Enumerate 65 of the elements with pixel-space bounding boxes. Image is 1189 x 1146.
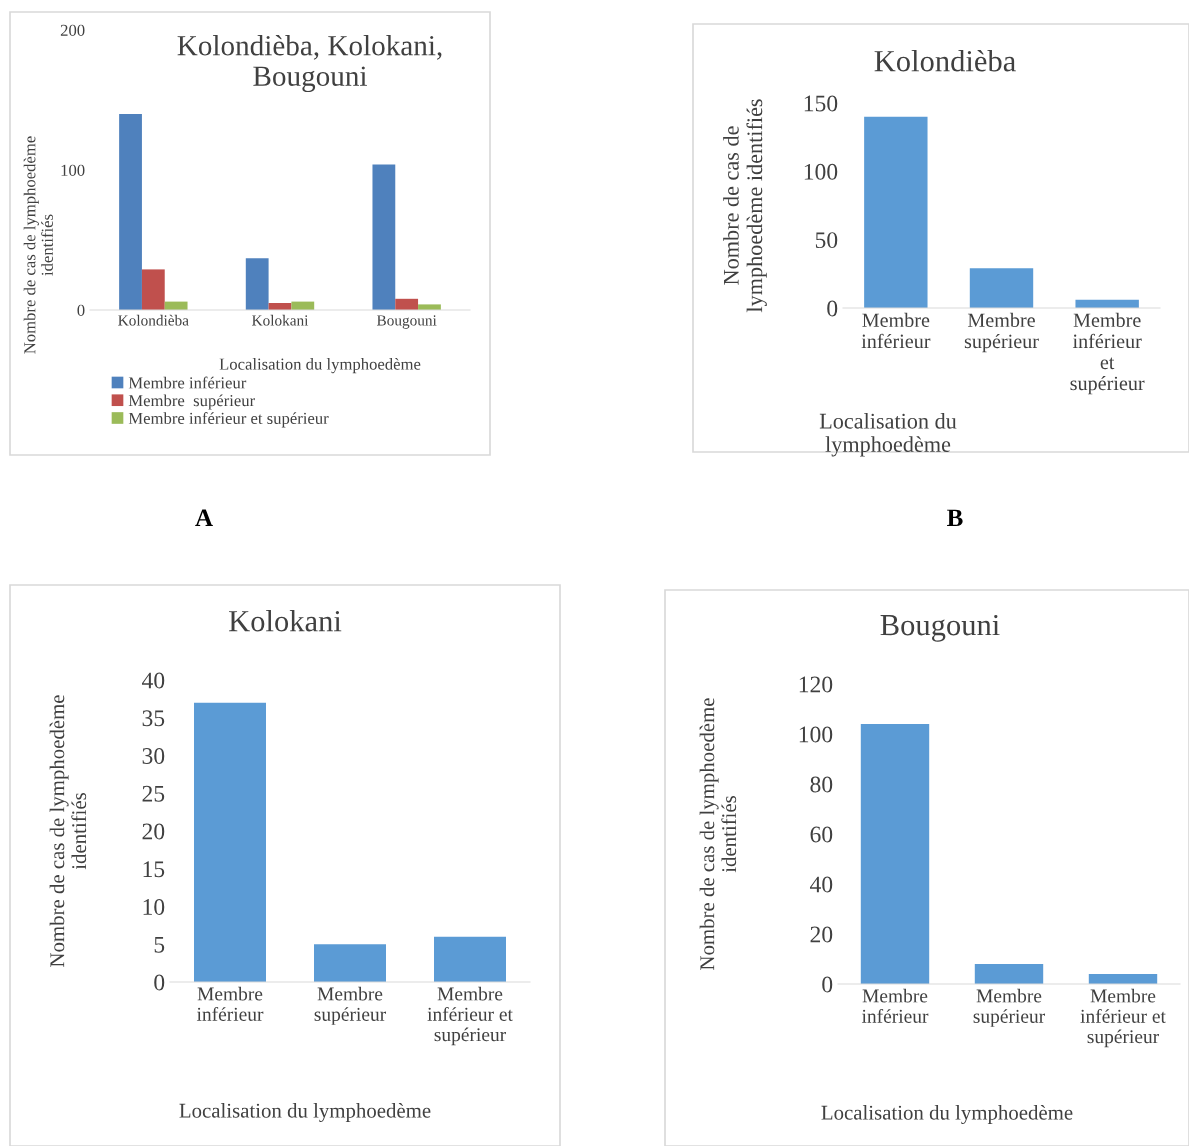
bar <box>194 702 266 982</box>
x-tick-label: Membre inférieur <box>196 986 264 1021</box>
y-tick-label: 200 <box>60 24 85 36</box>
y-tick-label: 50 <box>815 232 838 249</box>
bar <box>314 944 386 982</box>
y-tick-label: 10 <box>143 898 165 915</box>
x-axis-title: Localisation du lymphoedème <box>821 1105 1073 1124</box>
y-tick-label: 5 <box>154 936 165 953</box>
text: Kolondièba, Kolokani, Bougouni <box>177 34 442 93</box>
y-axis-title: Nombre de cas de lymphoedème identifiés <box>699 698 737 970</box>
y-tick-label: 100 <box>799 726 833 743</box>
bar <box>395 298 419 310</box>
y-tick-label: 120 <box>799 676 833 693</box>
y-tick-label: 40 <box>141 672 165 689</box>
y-tick-label: 40 <box>809 876 833 893</box>
x-tick-label: Membre supérieur <box>973 988 1045 1027</box>
y-tick-label: 15 <box>143 861 165 878</box>
y-tick-label: 20 <box>142 823 165 840</box>
chart-title: Bougouni <box>880 614 1000 642</box>
y-tick-label: 100 <box>804 163 838 180</box>
y-axis-title: Nombre de cas de lymphoedème identifiés <box>23 136 53 354</box>
y-tick-label: 0 <box>827 300 838 317</box>
x-tick-label: Kolokani <box>252 314 309 326</box>
y-axis-title: Nombre de cas de lymphoedème identifiés <box>49 695 87 967</box>
x-tick-label: Bougouni <box>376 315 437 329</box>
bar <box>969 268 1034 308</box>
x-tick-label: Membre inférieur et supérieur <box>1070 312 1145 395</box>
y-tick-label: 0 <box>77 304 85 316</box>
y-tick-label: 25 <box>142 785 165 802</box>
x-tick-label: Membre supérieur <box>964 312 1039 353</box>
y-axis-title: Nombre de cas de lymphoedème identifiés <box>723 99 767 313</box>
bar <box>974 964 1044 984</box>
bar <box>372 164 396 310</box>
y-tick-label: 0 <box>154 974 165 991</box>
bar <box>864 116 928 308</box>
legend-label: Membre inférieur et supérieur <box>128 412 329 428</box>
bar <box>119 114 142 310</box>
y-tick-label: 30 <box>142 747 165 764</box>
x-tick-label: Membre supérieur <box>314 986 386 1025</box>
y-tick-label: 35 <box>142 710 165 727</box>
chart-title: Kolondièba <box>874 49 1016 72</box>
bar <box>418 304 441 310</box>
y-tick-label: 80 <box>810 776 833 793</box>
chart-title: Kolokani <box>229 610 342 632</box>
x-tick-label: Membre inférieur et supérieur <box>1080 988 1166 1048</box>
bar <box>434 936 506 982</box>
y-tick-label: 100 <box>61 164 85 176</box>
text: A <box>195 509 213 527</box>
x-axis-title: Localisation du lymphoedème <box>179 1103 431 1122</box>
legend-label: Membre supérieur <box>128 394 255 410</box>
text: B <box>947 509 963 527</box>
y-tick-label: 0 <box>822 976 833 993</box>
y-tick-label: 150 <box>804 95 838 112</box>
bar <box>245 258 269 310</box>
x-axis-title: Localisation du lymphoedème <box>819 413 957 457</box>
bar <box>141 269 165 310</box>
x-axis-title: Localisation du lymphoedème <box>219 358 421 374</box>
x-tick-label: Membre inférieur et supérieur <box>427 986 513 1046</box>
x-tick-label: Membre inférieur <box>861 312 931 349</box>
x-tick-label: Kolondièba <box>118 314 189 326</box>
x-tick-label: Membre inférieur <box>861 988 929 1023</box>
y-tick-label: 20 <box>810 926 833 943</box>
legend-label: Membre inférieur <box>128 376 247 389</box>
bar <box>860 724 930 984</box>
y-tick-label: 60 <box>810 826 833 843</box>
